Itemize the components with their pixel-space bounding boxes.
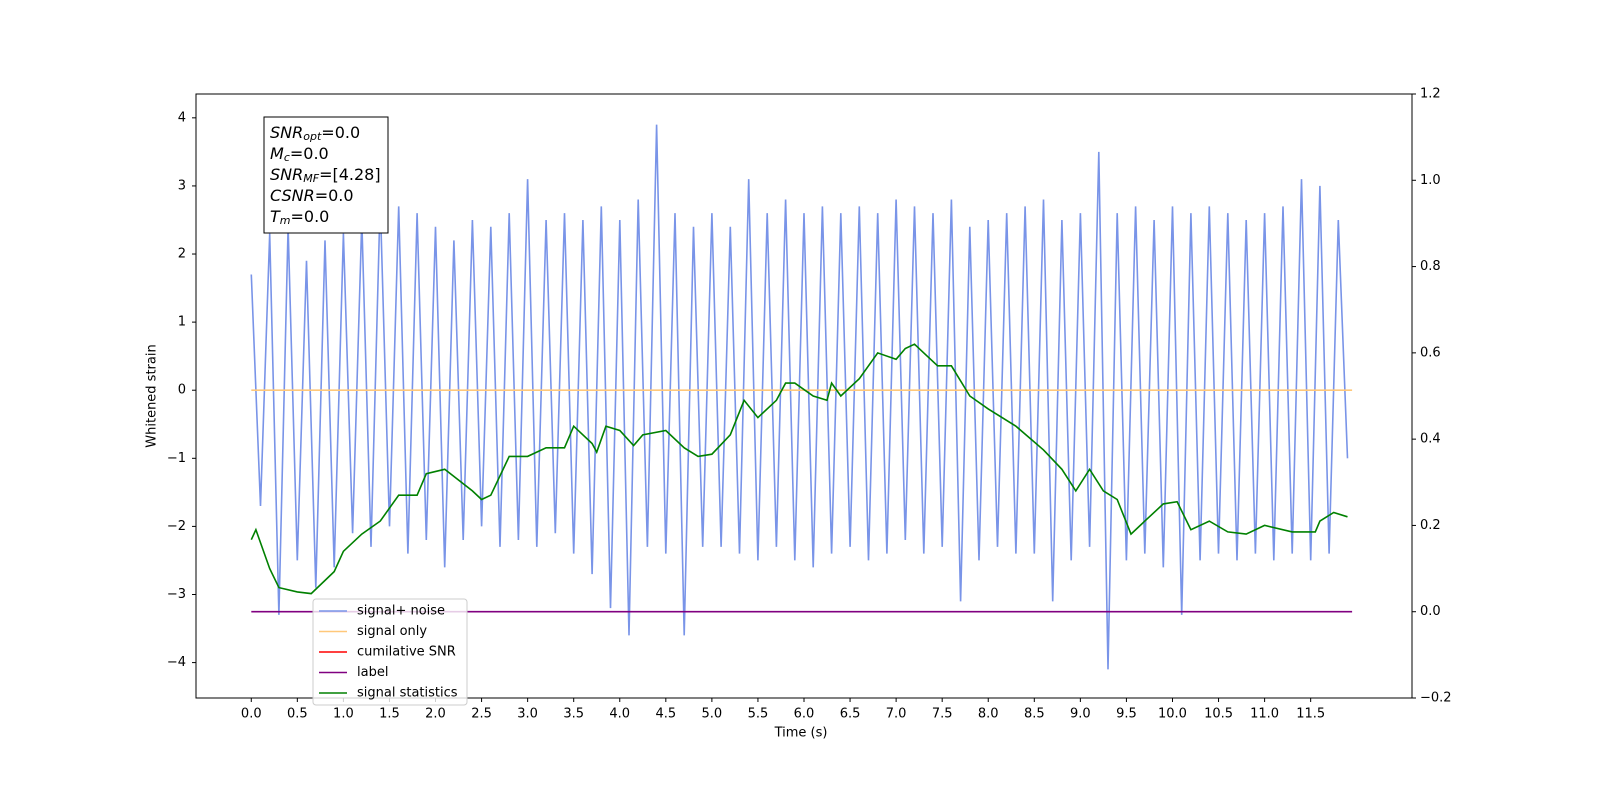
x-tick-label: 0.5 xyxy=(287,707,308,722)
annotation-line: Mc=0.0 xyxy=(270,144,329,165)
x-tick-label: 0.0 xyxy=(241,707,262,722)
y-tick-label: 2 xyxy=(178,247,186,262)
annotation-line: SNRopt=0.0 xyxy=(270,123,360,144)
y2-tick-label: −0.2 xyxy=(1420,691,1452,706)
annotation-subscript: c xyxy=(284,151,290,164)
annotation-line: CSNR=0.0 xyxy=(270,186,354,205)
y-tick-label: 4 xyxy=(178,110,186,125)
x-tick-label: 8.0 xyxy=(978,707,999,722)
y2-tick-label: 0.8 xyxy=(1420,259,1441,274)
x-tick-label: 6.0 xyxy=(794,707,815,722)
y-tick-label: −2 xyxy=(167,519,186,534)
y-axis-label: Whitened strain xyxy=(145,344,160,447)
annotation-value: =0.0 xyxy=(321,123,360,142)
legend-frame xyxy=(312,598,468,706)
annotation-line: SNRMF=[4.28] xyxy=(270,165,381,186)
y2-tick-label: 0.6 xyxy=(1420,345,1441,360)
annotation-value: =0.0 xyxy=(291,207,330,226)
y-tick-label: −1 xyxy=(167,451,186,466)
annotation-subscript: MF xyxy=(303,172,319,185)
x-tick-label: 6.5 xyxy=(840,707,861,722)
annotation-value: =0.0 xyxy=(315,186,354,205)
legend-label: label xyxy=(357,665,388,680)
x-tick-label: 11.5 xyxy=(1296,707,1325,722)
series-line xyxy=(250,343,1348,595)
y-tick-label: −4 xyxy=(167,655,186,670)
y2-tick-label: 0.2 xyxy=(1420,518,1441,533)
x-tick-label: 4.5 xyxy=(655,707,676,722)
x-tick-label: 8.5 xyxy=(1024,707,1045,722)
annotation-frame xyxy=(263,116,389,234)
annotation-value: =[4.28] xyxy=(319,165,381,184)
annotation-symbol: SNR xyxy=(270,123,303,142)
x-tick-label: 2.5 xyxy=(471,707,492,722)
legend-label: cumilative SNR xyxy=(357,645,456,660)
x-tick-label: 3.5 xyxy=(563,707,584,722)
annotation-symbol: CSNR xyxy=(270,186,315,205)
x-tick-label: 10.5 xyxy=(1204,707,1233,722)
x-tick-label: 5.5 xyxy=(748,707,769,722)
x-tick-label: 7.0 xyxy=(886,707,907,722)
x-tick-label: 7.5 xyxy=(932,707,953,722)
y2-tick-label: 0.4 xyxy=(1420,432,1441,447)
y-tick-label: 0 xyxy=(178,383,186,398)
annotation-value: =0.0 xyxy=(290,144,329,163)
axes-frame xyxy=(195,93,1413,699)
y2-tick-label: 1.0 xyxy=(1420,173,1441,188)
x-tick-label: 3.0 xyxy=(517,707,538,722)
annotation-symbol: M xyxy=(270,144,284,163)
legend-label: signal statistics xyxy=(357,686,458,701)
annotation-line: Tm=0.0 xyxy=(270,207,329,228)
x-tick-label: 1.0 xyxy=(333,707,354,722)
x-tick-label: 11.0 xyxy=(1250,707,1279,722)
y2-tick-label: 0.0 xyxy=(1420,604,1441,619)
annotation-symbol: T xyxy=(270,207,281,226)
annotation-symbol: SNR xyxy=(270,165,303,184)
x-tick-label: 10.0 xyxy=(1158,707,1187,722)
y-tick-label: 3 xyxy=(178,178,186,193)
legend: signal+ noise signal only cumilative SNR la… xyxy=(312,598,468,706)
y-tick-label: −3 xyxy=(167,587,186,602)
legend-label: signal+ noise xyxy=(357,604,445,619)
y-tick-label: 1 xyxy=(178,315,186,330)
x-tick-label: 9.5 xyxy=(1116,707,1137,722)
x-axis-label: Time (s) xyxy=(774,726,828,741)
annotation-box: SNRopt=0.0Mc=0.0SNRMF=[4.28]CSNR=0.0Tm=0… xyxy=(263,116,389,234)
x-tick-label: 9.0 xyxy=(1070,707,1091,722)
y2-tick-label: 1.2 xyxy=(1420,87,1441,102)
legend-label: signal only xyxy=(357,624,427,639)
annotation-subscript: m xyxy=(280,214,291,227)
x-tick-label: 4.0 xyxy=(609,707,630,722)
x-tick-label: 5.0 xyxy=(702,707,723,722)
x-tick-label: 1.5 xyxy=(379,707,400,722)
annotation-subscript: opt xyxy=(303,130,322,143)
x-tick-label: 2.0 xyxy=(425,707,446,722)
